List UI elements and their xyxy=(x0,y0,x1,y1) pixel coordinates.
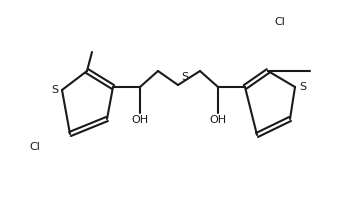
Text: S: S xyxy=(181,72,188,82)
Text: OH: OH xyxy=(131,115,149,125)
Text: Cl: Cl xyxy=(30,142,40,152)
Text: Cl: Cl xyxy=(275,17,286,27)
Text: OH: OH xyxy=(210,115,227,125)
Text: S: S xyxy=(300,82,307,92)
Text: S: S xyxy=(51,85,59,95)
